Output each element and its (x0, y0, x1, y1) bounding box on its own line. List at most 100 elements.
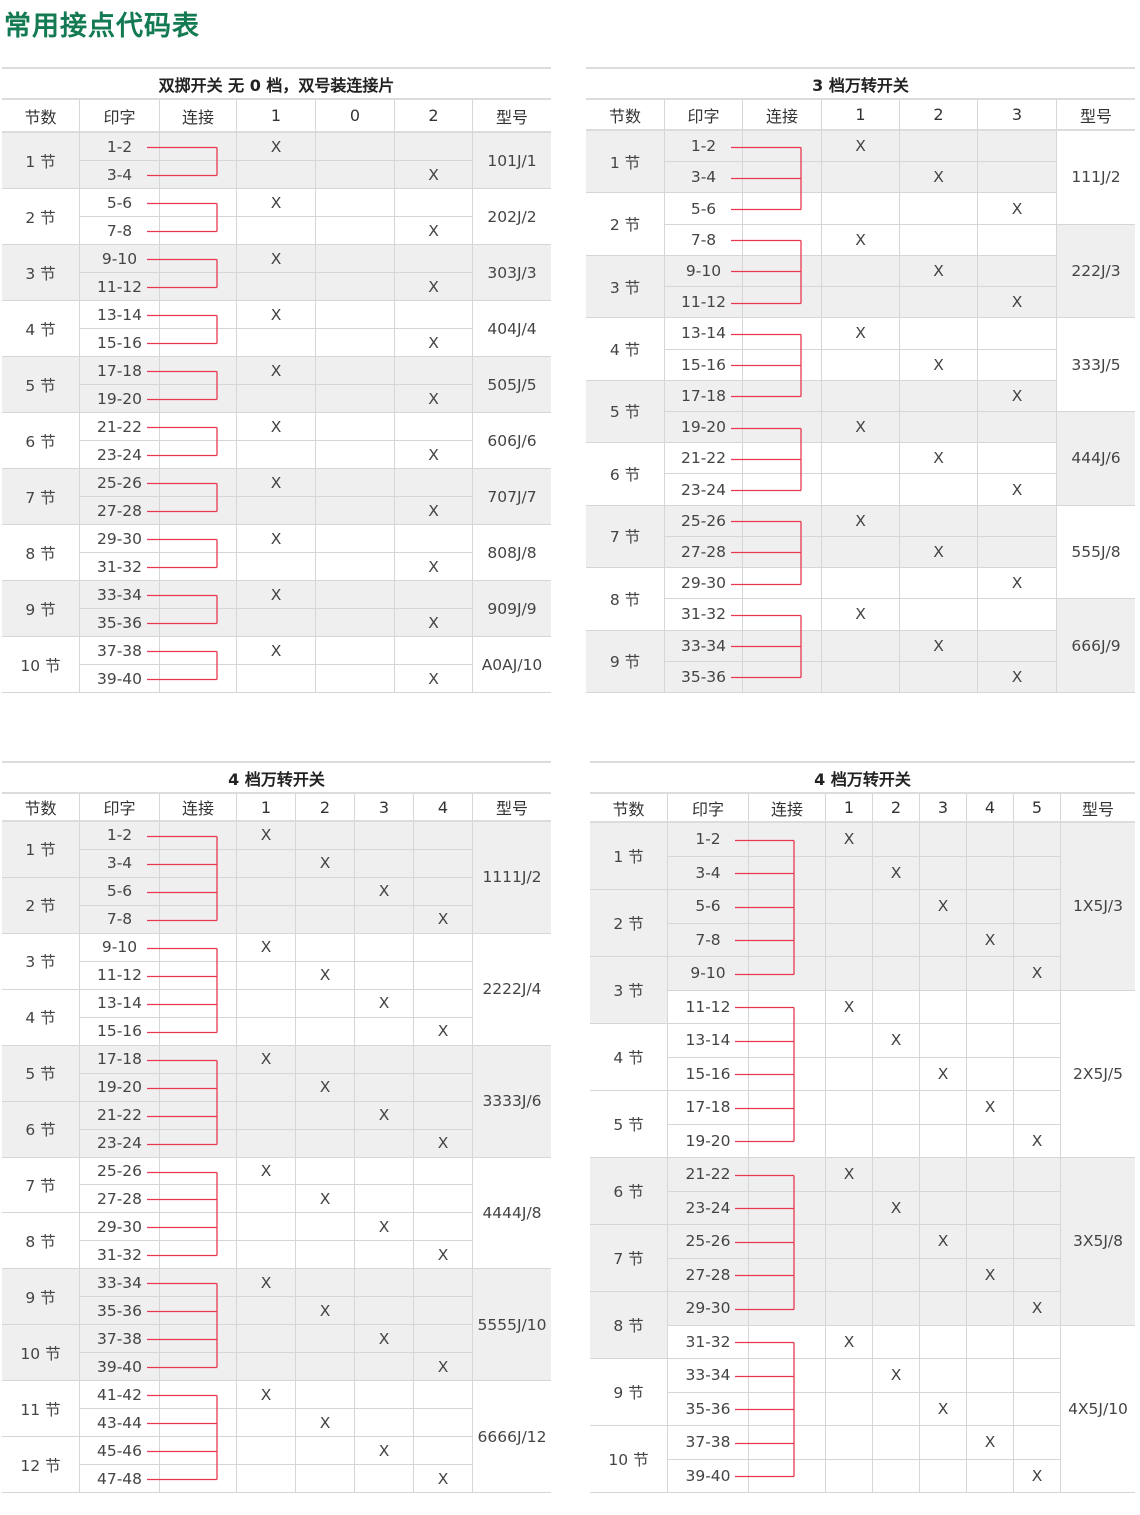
position-cell (296, 1465, 355, 1494)
model-cell: 2X5J/5 (1061, 990, 1135, 1158)
connect-cell (160, 497, 237, 525)
terminal-label: 11-12 (668, 990, 749, 1024)
connect-cell (160, 849, 237, 878)
position-cell (237, 1241, 296, 1270)
position-cell (237, 1297, 296, 1326)
model-cell: 4X5J/10 (1061, 1325, 1135, 1493)
position-cell (1014, 1191, 1061, 1225)
header-section: 节数 (590, 794, 668, 823)
section-cell: 9 节 (590, 1359, 668, 1426)
connect-cell (743, 131, 822, 163)
connect-cell (160, 1129, 237, 1158)
connect-cell (160, 1213, 237, 1242)
position-cell (967, 1124, 1014, 1158)
header-position: 1 (237, 794, 296, 822)
terminal-label: 21-22 (668, 1158, 749, 1192)
position-cell: X (237, 1157, 296, 1186)
model-cell: 303J/3 (473, 245, 551, 301)
terminal-label: 5-6 (80, 877, 160, 906)
position-cell: X (978, 568, 1057, 600)
position-cell (920, 1459, 967, 1493)
position-cell (316, 385, 395, 413)
position-cell (978, 536, 1057, 569)
position-cell (414, 822, 473, 850)
connect-cell (160, 1185, 237, 1214)
header-position: 1 (822, 100, 900, 131)
position-cell (414, 1297, 473, 1326)
connect-cell (743, 536, 822, 569)
position-cell (826, 1426, 873, 1460)
position-cell (316, 525, 395, 553)
position-cell: X (1014, 1292, 1061, 1326)
model-cell: 333J/5 (1057, 318, 1135, 412)
position-cell: X (395, 553, 473, 581)
position-cell (873, 1459, 920, 1493)
position-cell (296, 1269, 355, 1298)
terminal-label: 33-34 (665, 630, 743, 662)
terminal-label: 19-20 (80, 385, 160, 413)
terminal-label: 35-36 (668, 1392, 749, 1426)
terminal-label: 9-10 (80, 933, 160, 962)
position-cell (237, 989, 296, 1018)
position-cell (822, 287, 900, 319)
position-cell: X (414, 905, 473, 934)
model-cell: 101J/1 (473, 133, 551, 189)
header-position: 2 (296, 794, 355, 822)
position-cell (355, 961, 414, 990)
header-connect: 连接 (160, 100, 237, 133)
header-model: 型号 (473, 794, 551, 822)
header-section: 节数 (586, 100, 665, 131)
position-cell: X (822, 599, 900, 631)
connect-cell (160, 553, 237, 581)
section-cell: 10 节 (590, 1426, 668, 1493)
terminal-label: 11-12 (80, 273, 160, 301)
position-cell (967, 1225, 1014, 1259)
connect-cell (749, 1359, 826, 1393)
terminal-label: 15-16 (668, 1057, 749, 1091)
section-cell: 6 节 (2, 413, 80, 469)
model-cell: 404J/4 (473, 301, 551, 357)
position-cell (873, 1258, 920, 1292)
position-cell (826, 1124, 873, 1158)
terminal-label: 25-26 (668, 1225, 749, 1259)
terminal-label: 27-28 (665, 536, 743, 569)
position-cell (967, 1292, 1014, 1326)
terminal-label: 3-4 (80, 849, 160, 878)
header-label: 印字 (80, 100, 160, 133)
position-cell: X (967, 1426, 1014, 1460)
position-cell: X (237, 1381, 296, 1410)
position-cell (316, 161, 395, 189)
position-cell (355, 1409, 414, 1438)
terminal-label: 5-6 (80, 189, 160, 217)
section-cell: 10 节 (2, 637, 80, 693)
connect-cell (743, 318, 822, 350)
connect-cell (749, 1158, 826, 1192)
terminal-label: 17-18 (80, 357, 160, 385)
terminal-label: 21-22 (80, 413, 160, 441)
position-cell (873, 1057, 920, 1091)
model-cell: 3X5J/8 (1061, 1158, 1135, 1326)
connect-cell (160, 637, 237, 665)
position-cell: X (237, 245, 316, 273)
position-cell (967, 1325, 1014, 1359)
section-cell: 8 节 (2, 525, 80, 581)
position-cell: X (414, 1129, 473, 1158)
position-cell: X (967, 1091, 1014, 1125)
position-cell (316, 133, 395, 161)
position-cell (237, 273, 316, 301)
position-cell (822, 349, 900, 381)
position-cell (316, 553, 395, 581)
section-cell: 3 节 (2, 933, 80, 990)
terminal-label: 11-12 (80, 961, 160, 990)
position-cell: X (826, 1325, 873, 1359)
position-cell: X (822, 505, 900, 537)
position-cell (414, 1101, 473, 1130)
position-cell: X (237, 301, 316, 329)
connect-cell (160, 245, 237, 273)
position-cell (296, 1017, 355, 1046)
section-cell: 7 节 (590, 1225, 668, 1292)
position-cell (237, 553, 316, 581)
terminal-label: 29-30 (80, 525, 160, 553)
position-cell: X (900, 162, 978, 194)
section-cell: 1 节 (2, 822, 80, 878)
